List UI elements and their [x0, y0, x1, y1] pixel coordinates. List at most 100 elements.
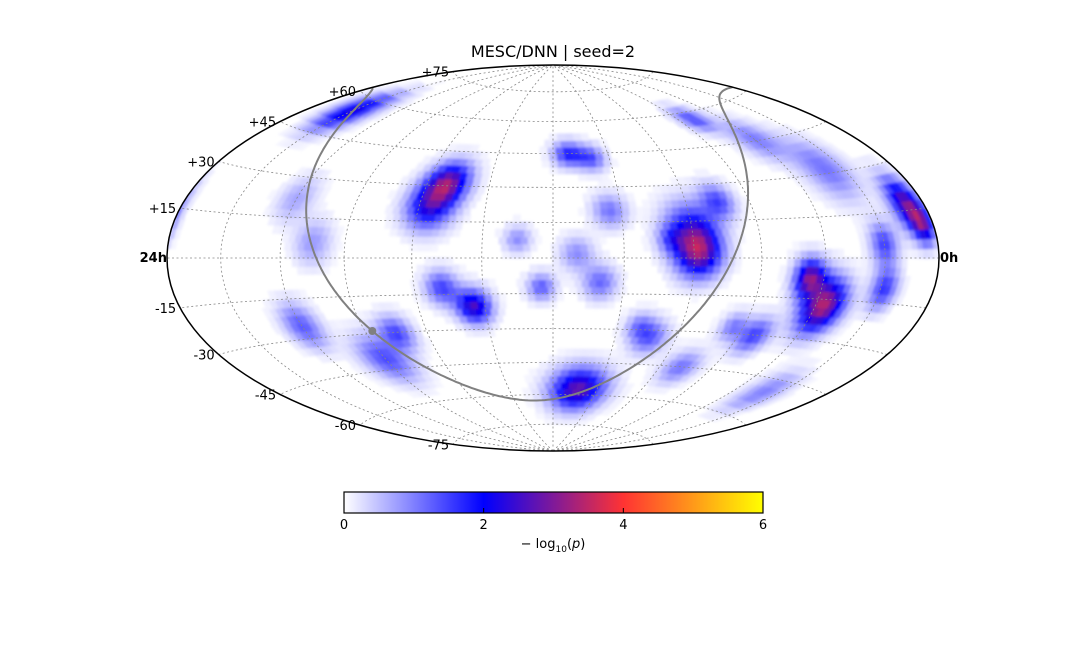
heatmap-cell [343, 334, 358, 344]
heatmap-cell [494, 314, 504, 323]
heatmap-cell [852, 167, 869, 179]
heatmap-cell [482, 286, 492, 295]
heatmap-cell [809, 174, 824, 185]
heatmap-cell [657, 242, 666, 252]
heatmap-cell [393, 316, 405, 326]
heatmap-cell [842, 159, 860, 171]
heatmap-cell [737, 310, 750, 320]
heatmap-cell [377, 82, 402, 91]
heatmap-cell [597, 285, 606, 295]
heatmap-cell [288, 183, 302, 194]
heatmap-cell [661, 315, 672, 325]
heatmap-cell [424, 386, 441, 396]
heatmap-cell [673, 351, 688, 361]
heatmap-cell [844, 291, 855, 302]
heatmap-cell [416, 242, 425, 252]
heatmap-cell [308, 114, 330, 124]
heatmap-cell [293, 339, 309, 350]
heatmap-cell [659, 343, 672, 353]
heatmap-cell [170, 216, 181, 230]
colorbar-tick-label: 6 [759, 518, 767, 533]
heatmap-cell [783, 273, 793, 283]
heatmap-cell [318, 117, 339, 127]
heatmap-cell [618, 221, 628, 230]
heatmap-cell [829, 325, 843, 336]
heatmap-cell [287, 339, 303, 350]
heatmap-cell [697, 115, 717, 125]
heatmap-cell [432, 286, 442, 296]
heatmap-cell [611, 221, 621, 230]
heatmap-cell [891, 169, 907, 182]
heatmap-cell [628, 335, 640, 345]
heatmap-cell [589, 193, 599, 202]
heatmap-cell [293, 166, 309, 177]
heatmap-cell [899, 238, 908, 250]
heatmap-cell [532, 374, 542, 383]
heatmap-cell [297, 175, 312, 186]
heatmap-cell [782, 363, 800, 374]
heatmap-cell [437, 279, 447, 288]
heatmap-cell [266, 316, 279, 327]
heatmap-cell [454, 185, 465, 194]
heatmap-cell [689, 235, 699, 244]
heatmap-cell [453, 199, 463, 209]
heatmap-cell [627, 307, 637, 317]
heatmap-cell [856, 176, 872, 188]
heatmap-cell [672, 366, 688, 375]
heatmap-cell [871, 221, 881, 233]
heatmap-cell [579, 166, 589, 175]
heatmap-cell [736, 390, 757, 400]
heatmap-cell [440, 149, 454, 159]
heatmap-cell [785, 132, 804, 143]
heatmap-cell [590, 221, 599, 231]
heatmap-cell [861, 301, 874, 313]
heatmap-cell [423, 264, 432, 274]
heatmap-cell [724, 234, 733, 244]
heatmap-cell [740, 326, 754, 336]
heatmap-cell [498, 300, 507, 309]
heatmap-cell [384, 212, 395, 222]
heatmap-cell [898, 219, 909, 231]
heatmap-cell [184, 198, 197, 211]
heatmap-cell [555, 235, 564, 245]
heatmap-cell [590, 139, 602, 148]
colorbar-label: − log10(p) [521, 537, 586, 555]
heatmap-cell [672, 249, 681, 259]
heatmap-cell [319, 344, 335, 355]
heatmap-cell [351, 341, 366, 351]
heatmap-cell [878, 248, 886, 259]
heatmap-cell [878, 257, 886, 268]
heatmap-cell [412, 205, 423, 215]
heatmap-cell [334, 121, 354, 131]
heatmap-cell [814, 298, 826, 309]
heatmap-cell [463, 151, 475, 160]
heatmap-cell [285, 174, 300, 185]
heatmap-cell [405, 330, 418, 340]
heatmap-cell [727, 355, 744, 366]
heatmap-cell [665, 257, 674, 267]
heatmap-cell [557, 348, 566, 357]
heatmap-cell [712, 242, 721, 252]
heatmap-cell [460, 307, 470, 317]
heatmap-cell [872, 163, 889, 175]
heatmap-cell [701, 123, 720, 132]
heatmap-cell [364, 332, 377, 343]
heatmap-cell [282, 323, 296, 334]
heatmap-cell [364, 110, 386, 120]
heatmap-cell [713, 121, 733, 130]
heatmap-cell [872, 173, 887, 186]
heatmap-cell [326, 319, 339, 330]
heatmap-cell [826, 298, 838, 310]
heatmap-cell [606, 214, 615, 223]
heatmap-cell [594, 375, 607, 384]
heatmap-cell [675, 220, 685, 230]
heatmap-cell [304, 112, 326, 123]
heatmap-cell [608, 355, 620, 365]
heatmap-cell [261, 307, 274, 319]
heatmap-cell [602, 278, 611, 288]
heatmap-cell [833, 273, 843, 285]
heatmap-cell [577, 362, 588, 370]
heatmap-cell [412, 294, 423, 303]
colorbar-label-sub: 10 [555, 545, 567, 555]
heatmap-cell [586, 165, 596, 175]
